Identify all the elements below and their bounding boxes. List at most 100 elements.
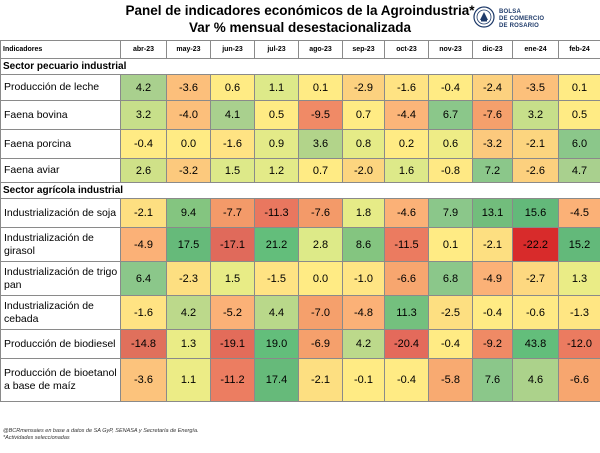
value-cell: -22.2 [512,227,559,262]
value-cell: 1.5 [210,261,255,296]
value-cell: -9.2 [472,329,513,359]
indicator-row: Industrialización de soja -2.1 9.4 -7.7 -11.… [0,198,600,228]
value-cell: -1.6 [384,74,429,101]
value-cell: -20.4 [384,329,429,359]
indicator-label: Producción de leche [0,74,121,101]
value-cell: 4.7 [558,158,600,183]
value-cell: 13.1 [472,198,513,228]
value-cell: 0.9 [254,129,299,159]
value-cell: 2.8 [298,227,343,262]
value-cell: 0.0 [166,129,211,159]
value-cell: -2.1 [120,198,167,228]
value-cell: 0.7 [298,158,343,183]
value-cell: 3.2 [120,100,167,130]
value-cell: -2.1 [298,358,343,402]
value-cell: -3.6 [166,74,211,101]
page-title: Panel de indicadores económicos de la Ag… [125,3,475,18]
month-column-header: jul-23 [254,40,299,59]
indicator-row: Faena bovina 3.2 -4.0 4.1 0.5 -9.5 0.7 -4.4 6.7-… [0,100,600,130]
value-cell: 19.0 [254,329,299,359]
value-cell: -11.2 [210,358,255,402]
value-cell: -0.4 [472,295,513,330]
value-cell: -2.3 [166,261,211,296]
value-cell: -5.2 [210,295,255,330]
bcr-seal-icon [473,6,495,28]
value-cell: 1.6 [384,158,429,183]
value-cell: -0.4 [428,329,473,359]
value-cell: 9.4 [166,198,211,228]
value-cell: 2.6 [120,158,167,183]
value-cell: -2.4 [472,74,513,101]
value-cell: 0.8 [342,129,385,159]
value-cell: -1.6 [120,295,167,330]
logo-line: DE ROSARIO [499,23,540,29]
value-cell: -7.6 [298,198,343,228]
indicator-label: Industrialización de trigo pan [0,261,121,296]
month-column-header: nov-23 [428,40,473,59]
value-cell: 1.1 [254,74,299,101]
value-cell: 4.2 [166,295,211,330]
month-column-header: may-23 [166,40,211,59]
value-cell: 15.2 [558,227,600,262]
indicator-row: Faena aviar 2.6 -3.2 1.5 1.2 0.7 -2.0 1.6 -0.8 7.… [0,158,600,183]
panel-header: Panel de indicadores económicos de la Ag… [0,0,600,38]
month-column-header: oct-23 [384,40,429,59]
table-header-row: Indicadores abr-23 may-23 jun-23 jul-23 ago-… [0,40,600,59]
value-cell: -5.8 [428,358,473,402]
value-cell: -3.5 [512,74,559,101]
value-cell: 7.9 [428,198,473,228]
value-cell: 21.2 [254,227,299,262]
sector-title: Sector agrícola industrial [0,182,600,199]
source-note: @BCRmensaies en base a datos de SA GyP, … [3,428,199,434]
indicator-row: Faena porcina -0.4 0.0 -1.6 0.9 3.6 0.8 0.2 0.6-… [0,129,600,159]
month-column-header: ago-23 [298,40,343,59]
value-cell: -7.6 [472,100,513,130]
indicator-label: Industrialización de soja [0,198,121,228]
value-cell: -4.5 [558,198,600,228]
indicator-row: Producción de biodiesel -14.8 1.3 -19.1 19.0… [0,329,600,359]
value-cell: -1.6 [210,129,255,159]
month-column-header: abr-23 [120,40,167,59]
indicator-row: Industrialización de girasol -4.9 17.5 -17.… [0,227,600,262]
value-cell: 0.6 [210,74,255,101]
page-subtitle: Var % mensual desestacionalizada [188,20,412,35]
value-cell: 3.6 [298,129,343,159]
indicator-label: Faena bovina [0,100,121,130]
value-cell: 1.1 [166,358,211,402]
activities-note: *Actividades seleccionadas [3,435,70,441]
value-cell: 8.6 [342,227,385,262]
value-cell: -0.4 [384,358,429,402]
month-column-header: jun-23 [210,40,255,59]
value-cell: 4.6 [512,358,559,402]
value-cell: -1.0 [342,261,385,296]
indicator-row: Producción de leche 4.2 -3.6 0.6 1.1 0.1 -2.9-… [0,74,600,101]
indicator-row: Industrialización de cebada -1.6 4.2 -5.2 4.… [0,295,600,330]
value-cell: 7.6 [472,358,513,402]
value-cell: 1.5 [210,158,255,183]
value-cell: 0.7 [342,100,385,130]
value-cell: -4.0 [166,100,211,130]
indicator-label: Producción de biodiesel [0,329,121,359]
indicators-table: Indicadores abr-23 may-23 jun-23 jul-23 ago-… [0,40,600,402]
indicator-row: Industrialización de trigo pan 6.4 -2.3 1.5… [0,261,600,296]
month-column-header: sep-23 [342,40,385,59]
table-body: Sector pecuario industrial Producción de … [0,58,600,402]
value-cell: -11.5 [384,227,429,262]
value-cell: -19.1 [210,329,255,359]
value-cell: 1.3 [558,261,600,296]
indicators-column-header: Indicadores [0,40,121,59]
value-cell: 1.3 [166,329,211,359]
value-cell: 7.2 [472,158,513,183]
value-cell: -4.9 [120,227,167,262]
indicator-row: Producción de bioetanol a base de maíz -3… [0,358,600,402]
value-cell: 0.5 [254,100,299,130]
value-cell: 0.1 [558,74,600,101]
value-cell: 0.1 [298,74,343,101]
value-cell: -3.2 [472,129,513,159]
value-cell: 17.4 [254,358,299,402]
value-cell: -7.0 [298,295,343,330]
value-cell: -14.8 [120,329,167,359]
value-cell: -3.2 [166,158,211,183]
value-cell: 11.3 [384,295,429,330]
value-cell: -0.6 [512,295,559,330]
